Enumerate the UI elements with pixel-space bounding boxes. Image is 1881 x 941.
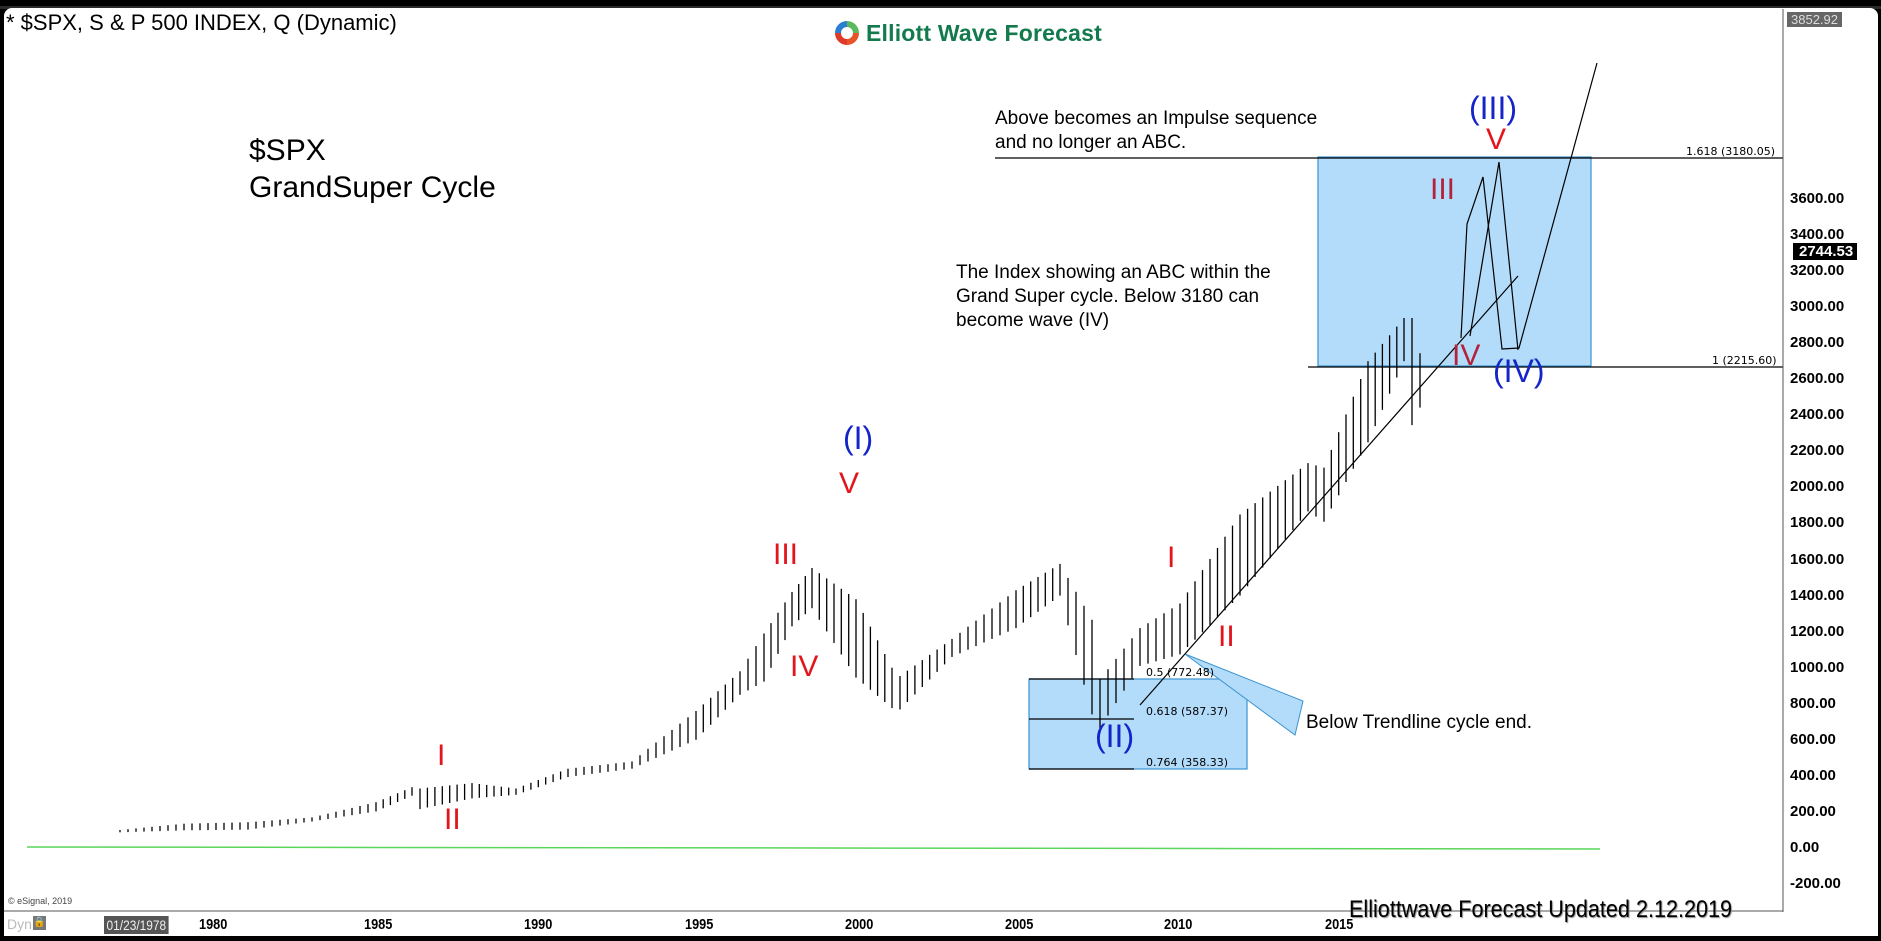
wave-label-cycle-IV: (IV) <box>1493 353 1545 389</box>
abc-note-line2: Grand Super cycle. Below 3180 can <box>956 286 1260 307</box>
wave-label-2018-III: III <box>1430 173 1456 206</box>
fib-05-label: 0.5 (772.48) <box>1146 666 1215 679</box>
y-tick-label: -200.00 <box>1790 875 1841 893</box>
abc-note-line3: become wave (IV) <box>956 310 1110 331</box>
y-tick-label: 2800.00 <box>1790 334 1845 352</box>
y-tick-label: 3200.00 <box>1790 262 1845 280</box>
y-tick-label: 2200.00 <box>1790 442 1845 460</box>
fib-1-label: 1 (2215.60) <box>1712 354 1777 367</box>
callout-pointer <box>1184 653 1304 736</box>
top-bar-line <box>0 6 1881 9</box>
x-tick-label: 2015 <box>1325 916 1354 933</box>
wave-label-1998-III: III <box>773 538 799 571</box>
y-tick-label: 1400.00 <box>1790 586 1845 604</box>
brand-logo: Elliott Wave Forecast <box>832 18 1102 48</box>
wave-label-1987-I: I <box>437 739 446 772</box>
y-tick-label: 1000.00 <box>1790 658 1845 676</box>
footer-update-text: Elliottwave Forecast Updated 2.12.2019 <box>1349 896 1733 923</box>
wave-label-2000-V: V <box>839 467 860 500</box>
ohlc-bars <box>119 318 1421 833</box>
projection-path <box>1460 62 1598 350</box>
x-tick-label: 1995 <box>685 916 714 933</box>
x-tick-label: 1990 <box>524 916 553 933</box>
y-tick-label: 800.00 <box>1790 694 1836 712</box>
y-tick-label: 200.00 <box>1790 802 1836 820</box>
high-price-flag: 3852.92 <box>1787 12 1842 27</box>
trendline-note: Below Trendline cycle end. <box>1306 712 1533 733</box>
projection-zigzag <box>1469 161 1519 351</box>
dynamic-toggle[interactable]: Dyn <box>7 916 32 932</box>
y-tick-label: 1800.00 <box>1790 514 1845 532</box>
y-tick-label: 3600.00 <box>1790 189 1845 207</box>
y-tick-label: 0.00 <box>1790 839 1820 856</box>
cycle-label: GrandSuper Cycle <box>249 171 496 204</box>
y-tick-label: 600.00 <box>1790 730 1836 748</box>
copyright-text: © eSignal, 2019 <box>8 896 73 906</box>
impulse-note-line1: Above becomes an Impulse sequence <box>995 108 1318 129</box>
y-tick-label: 1600.00 <box>1790 550 1845 568</box>
fib-1618-label: 1.618 (3180.05) <box>1686 145 1776 158</box>
date-cursor-label: 01/23/1978 <box>104 916 169 934</box>
wave-label-1998-IV: IV <box>790 650 819 683</box>
logo-text: Elliott Wave Forecast <box>866 19 1102 46</box>
x-tick-label: 2000 <box>845 916 874 933</box>
wave-label-2016-IV: IV <box>1452 339 1481 372</box>
y-tick-label: 2600.00 <box>1790 370 1845 388</box>
logo-swirl-icon <box>835 21 859 45</box>
lock-icon[interactable]: 🔒 <box>33 916 46 930</box>
x-tick-label: 2010 <box>1164 916 1193 933</box>
chart-title: * $SPX, S & P 500 INDEX, Q (Dynamic) <box>6 10 397 35</box>
fib-0618-label: 0.618 (587.37) <box>1146 705 1229 718</box>
y-tick-label: 3400.00 <box>1790 226 1845 244</box>
wave-label-cycle-III: (III) <box>1469 90 1517 126</box>
last-price-flag: 2744.53 <box>1793 243 1858 260</box>
window-top-bar <box>0 0 1881 9</box>
x-tick-label: 2005 <box>1005 916 1034 933</box>
trendline <box>1139 275 1519 706</box>
x-tick-label: 1985 <box>364 916 393 933</box>
lower-fib-zone <box>1028 678 1248 770</box>
wave-label-1987-II: II <box>444 803 461 836</box>
wave-label-proj-V: V <box>1486 123 1507 156</box>
bottom-border <box>0 936 1881 941</box>
wave-label-2011-II: II <box>1218 620 1235 653</box>
y-tick-label: 3000.00 <box>1790 298 1845 316</box>
upper-fib-zone <box>1317 156 1592 367</box>
fib-0764-label: 0.764 (358.33) <box>1146 756 1229 769</box>
y-tick-label: 2400.00 <box>1790 406 1845 424</box>
y-tick-label: 400.00 <box>1790 766 1836 784</box>
wave-label-2010-I: I <box>1167 541 1176 574</box>
symbol-label: $SPX <box>249 134 326 167</box>
abc-note-line1: The Index showing an ABC within the <box>956 262 1271 283</box>
impulse-note-line2: and no longer an ABC. <box>995 132 1187 153</box>
y-tick-label: 2000.00 <box>1790 478 1845 496</box>
x-tick-label: 1980 <box>199 916 228 933</box>
wave-label-cycle-I: (I) <box>843 420 874 456</box>
wave-label-cycle-II: (II) <box>1095 718 1135 754</box>
zero-line <box>26 846 1601 850</box>
y-tick-label: 1200.00 <box>1790 622 1845 640</box>
